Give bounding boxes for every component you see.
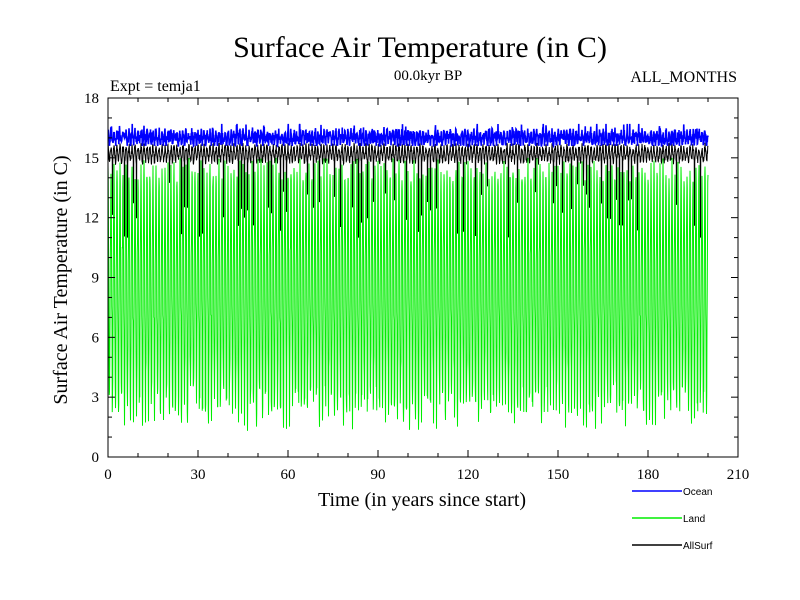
series-ocean: [108, 123, 709, 149]
y-tick-label: 15: [84, 151, 99, 167]
y-tick-label: 12: [84, 211, 99, 227]
x-axis: 0 30 60 90 120 150 180 210: [104, 98, 749, 483]
x-tick-label: 60: [281, 467, 296, 483]
x-tick-label: 180: [637, 467, 660, 483]
series-land: [108, 157, 709, 431]
y-axis-label: Surface Air Temperature (in C): [50, 155, 72, 404]
x-tick-label: 120: [457, 467, 480, 483]
chart-subtitle: 00.0kyr BP: [394, 68, 462, 84]
legend-label-land: Land: [683, 514, 705, 525]
legend-label-ocean: Ocean: [683, 487, 712, 498]
x-tick-label: 0: [104, 467, 112, 483]
y-tick-label: 6: [92, 330, 100, 346]
y-tick-label: 9: [92, 271, 100, 287]
y-tick-label: 0: [92, 450, 100, 466]
series-allsurf: [108, 142, 709, 238]
chart-title: Surface Air Temperature (in C): [233, 31, 607, 64]
months-label: ALL_MONTHS: [630, 69, 737, 86]
x-tick-label: 30: [191, 467, 206, 483]
x-tick-label: 150: [547, 467, 570, 483]
series-layer: [108, 123, 709, 431]
x-tick-label: 210: [727, 467, 750, 483]
legend: Ocean Land AllSurf: [632, 487, 713, 552]
experiment-label: Expt = temja1: [110, 78, 201, 95]
y-axis: 0 3 6 9 12 15 18: [84, 91, 738, 466]
legend-label-allsurf: AllSurf: [683, 541, 713, 552]
y-tick-label: 3: [92, 390, 100, 406]
x-axis-label: Time (in years since start): [318, 489, 526, 511]
x-tick-label: 90: [371, 467, 386, 483]
y-tick-label: 18: [84, 91, 99, 107]
